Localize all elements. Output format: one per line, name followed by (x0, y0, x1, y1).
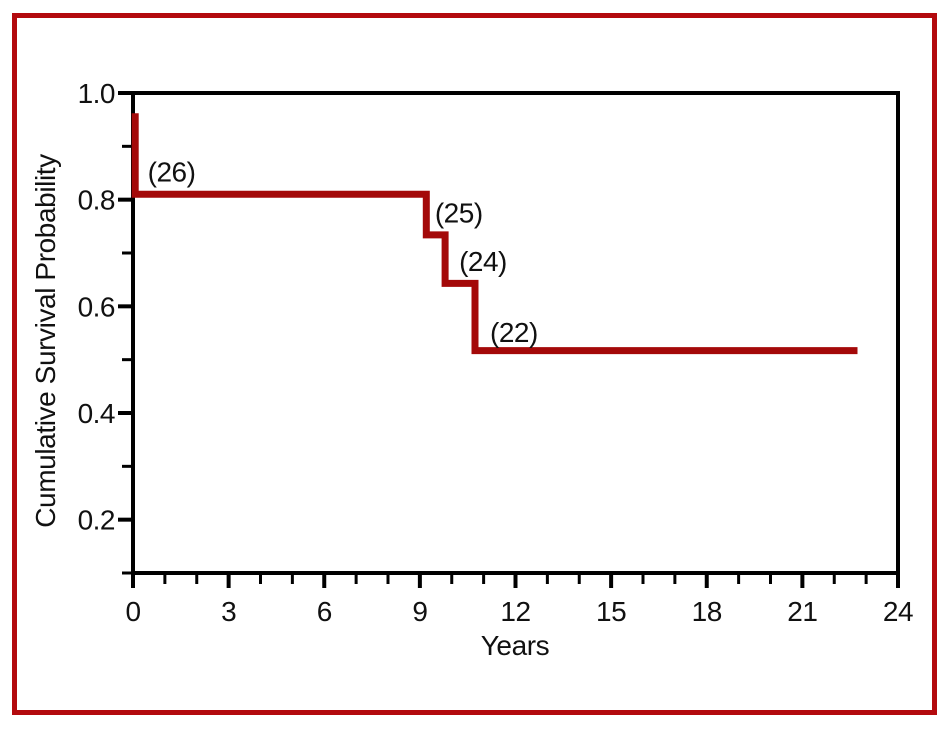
y-tick-label: 0.8 (78, 185, 115, 216)
x-tick-label: 12 (500, 596, 530, 627)
at-risk-annotation: (25) (435, 197, 483, 228)
x-tick-label: 9 (412, 596, 427, 627)
at-risk-annotation: (24) (459, 246, 507, 277)
y-tick-label: 0.6 (78, 291, 115, 322)
y-tick-label: 0.2 (78, 505, 115, 536)
x-axis-title: Years (481, 630, 550, 661)
at-risk-annotation: (26) (148, 156, 196, 187)
annotation-layer: (26) (25) (24) (22) (148, 156, 539, 348)
x-tick-label: 0 (125, 596, 140, 627)
y-axis-title: Cumulative Survival Probability (30, 154, 61, 528)
figure-border (12, 13, 937, 715)
survival-curve (131, 113, 858, 355)
x-tick-label: 21 (787, 596, 817, 627)
x-tick-label: 18 (692, 596, 722, 627)
x-tick-label: 3 (221, 596, 236, 627)
x-tick-label: 6 (317, 596, 332, 627)
at-risk-annotation: (22) (490, 317, 538, 348)
axes-layer: 0 3 6 9 12 15 18 21 24 1.0 0.8 0.6 0.4 0.2 (78, 78, 914, 627)
x-tick-label: 15 (596, 596, 626, 627)
y-tick-label: 0.4 (78, 398, 115, 429)
x-tick-label: 24 (883, 596, 913, 627)
y-tick-label: 1.0 (78, 78, 115, 109)
